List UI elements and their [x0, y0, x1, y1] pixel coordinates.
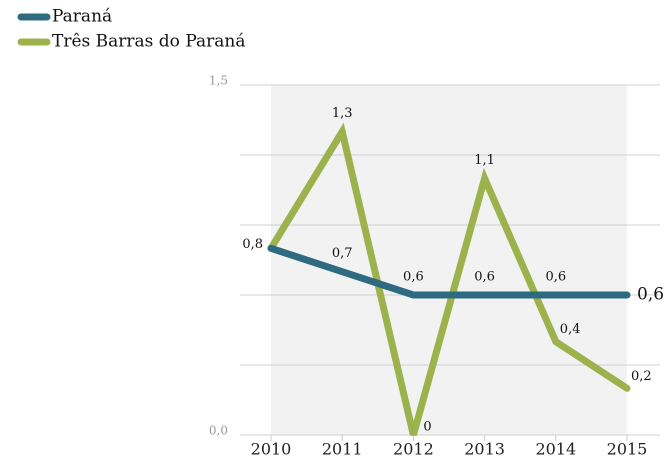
legend-label: Paraná	[52, 7, 112, 27]
x-tick-label: 2014	[535, 440, 576, 459]
data-label: 0,6	[474, 270, 495, 285]
data-label: 0,4	[560, 322, 581, 337]
x-tick-label: 2010	[251, 440, 292, 459]
y-tick-label: 0,0	[209, 424, 228, 438]
data-label: 1,3	[332, 106, 353, 121]
data-label: 0,6	[545, 270, 566, 285]
data-label: 1,1	[474, 153, 495, 168]
x-tick-label: 2012	[393, 440, 434, 459]
data-label: 0,2	[631, 369, 652, 384]
legend-label: Três Barras do Paraná	[52, 32, 245, 52]
data-label: 0,8	[242, 237, 263, 252]
data-label: 0,6	[403, 270, 424, 285]
plot-shade	[271, 85, 627, 435]
x-tick-label: 2015	[607, 440, 648, 459]
series-line	[267, 122, 631, 436]
x-tick-label: 2011	[322, 440, 363, 459]
y-tick-label: 1,5	[209, 74, 228, 88]
x-tick-label: 2013	[464, 440, 505, 459]
data-label: 0,6	[637, 285, 664, 305]
data-label: 0	[423, 420, 431, 435]
data-label: 0,7	[332, 246, 353, 261]
series-line	[267, 244, 631, 299]
